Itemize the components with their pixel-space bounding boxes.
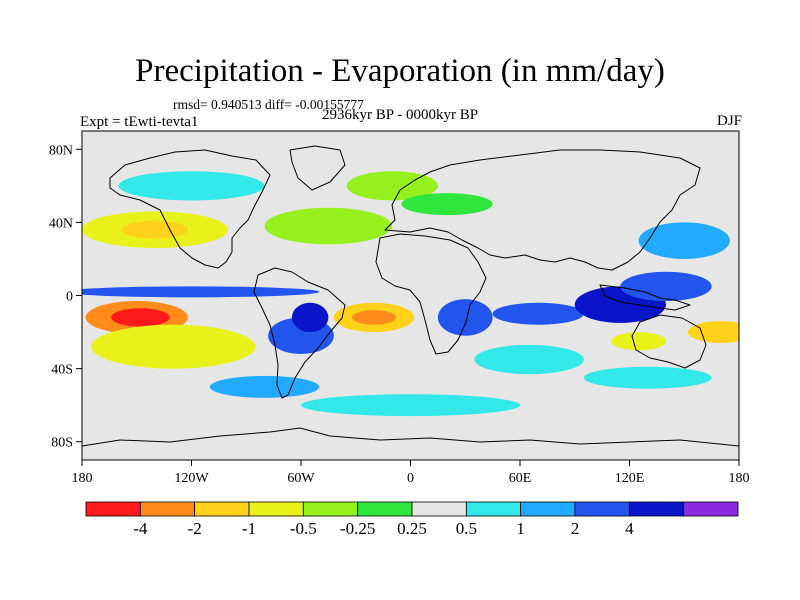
colorbar-swatch xyxy=(411,501,467,517)
colorbar-label: 1 xyxy=(516,519,525,538)
colorbar-label: -2 xyxy=(188,519,202,538)
field-cell xyxy=(301,394,520,417)
colorbar-swatch xyxy=(628,501,685,517)
y-tick-label: 0 xyxy=(66,290,73,305)
field-cell xyxy=(401,193,493,216)
colorbar-label: -0.25 xyxy=(340,519,375,538)
x-tick-label: 60E xyxy=(509,471,532,486)
map-plot xyxy=(81,130,740,461)
north-america-coast xyxy=(109,149,271,269)
colorbar-swatch xyxy=(194,501,250,517)
colorbar-label: 0.25 xyxy=(397,519,427,538)
x-tick-label: 0 xyxy=(407,471,414,486)
colorbar: -4 -2 -1 -0.5 -0.25 0.25 0.5 1 2 4 xyxy=(85,501,739,538)
field-layer xyxy=(82,171,739,417)
y-tick-label: 80N xyxy=(49,143,73,158)
field-cell xyxy=(583,366,712,389)
antarctica-coast xyxy=(82,427,739,447)
y-tick-label: 40S xyxy=(51,363,73,378)
x-tick-label: 180 xyxy=(72,471,93,486)
field-cell xyxy=(620,271,712,301)
field-cell xyxy=(91,324,256,369)
chart-title: Precipitation - Evaporation (in mm/day) xyxy=(135,53,665,89)
colorbar-swatch xyxy=(465,501,522,517)
field-cell xyxy=(474,344,584,375)
colorbar-swatch xyxy=(85,501,141,517)
period-text: 2936kyr BP - 0000kyr BP xyxy=(322,107,479,123)
field-cell xyxy=(492,302,584,325)
colorbar-swatch xyxy=(683,501,739,517)
colorbar-swatch xyxy=(520,501,576,517)
eurasia-coast xyxy=(384,149,701,271)
x-tick-label: 120E xyxy=(615,471,645,486)
field-cell xyxy=(291,302,329,333)
field-cell xyxy=(118,171,265,201)
coastlines xyxy=(82,145,739,447)
field-cell xyxy=(111,308,170,327)
field-cell xyxy=(346,171,438,201)
experiment-text: Expt = tEwti-tevta1 xyxy=(80,114,199,130)
field-cell xyxy=(122,220,188,239)
australia-coast xyxy=(631,314,707,369)
colorbar-swatch xyxy=(302,501,359,517)
colorbar-label: -0.5 xyxy=(290,519,317,538)
field-cell xyxy=(611,332,666,351)
field-cell xyxy=(437,299,493,336)
maritime-continent-coast xyxy=(599,284,691,311)
colorbar-label: 0.5 xyxy=(456,519,477,538)
colorbar-label: 2 xyxy=(571,519,580,538)
x-tick-label: 60W xyxy=(287,471,315,486)
axis-ticks: 180 120W 60W 0 60E 120E 180 80N 40N 0 40S 80S xyxy=(49,143,750,486)
field-cell xyxy=(264,207,393,245)
season-text: DJF xyxy=(716,113,742,129)
colorbar-swatch xyxy=(357,501,413,517)
colorbar-label: -1 xyxy=(242,519,256,538)
greenland-coast xyxy=(289,145,346,191)
south-america-coast xyxy=(253,267,346,399)
field-cell xyxy=(687,321,739,344)
field-cell xyxy=(82,286,320,298)
y-tick-label: 40N xyxy=(49,216,73,231)
africa-coast xyxy=(375,233,487,355)
colorbar-label: -4 xyxy=(133,519,148,538)
colorbar-swatch xyxy=(248,501,304,517)
x-tick-label: 120W xyxy=(174,471,209,486)
field-cell xyxy=(209,375,320,398)
field-cell xyxy=(352,310,396,325)
x-tick-label: 180 xyxy=(729,471,750,486)
colorbar-label: 4 xyxy=(625,519,634,538)
field-cell xyxy=(638,222,730,259)
stats-text: rmsd= 0.940513 diff= -0.00155777 xyxy=(173,97,364,112)
colorbar-swatch xyxy=(574,501,630,517)
y-tick-label: 80S xyxy=(51,436,73,451)
colorbar-swatch xyxy=(139,501,196,517)
